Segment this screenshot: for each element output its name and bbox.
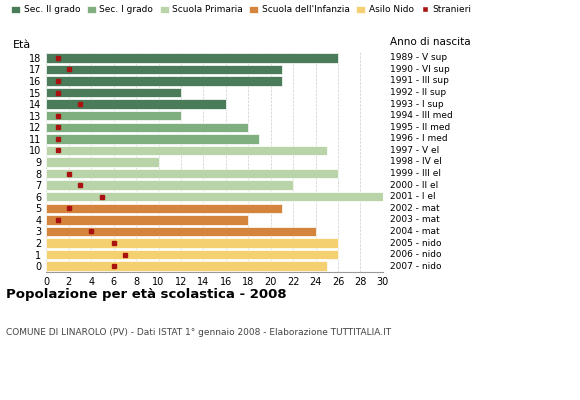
Bar — [46, 88, 181, 97]
Text: 1990 - VI sup: 1990 - VI sup — [390, 65, 450, 74]
Text: 2007 - nido: 2007 - nido — [390, 262, 441, 271]
Bar — [46, 262, 327, 271]
Text: Popolazione per età scolastica - 2008: Popolazione per età scolastica - 2008 — [6, 288, 287, 301]
Text: 2001 - I el: 2001 - I el — [390, 192, 435, 201]
Text: 1992 - II sup: 1992 - II sup — [390, 88, 445, 97]
Text: 1996 - I med: 1996 - I med — [390, 134, 447, 143]
Bar — [46, 122, 248, 132]
Text: 2005 - nido: 2005 - nido — [390, 238, 441, 248]
Text: 2006 - nido: 2006 - nido — [390, 250, 441, 259]
Text: 1993 - I sup: 1993 - I sup — [390, 100, 443, 109]
Text: Età: Età — [13, 40, 31, 50]
Bar — [46, 157, 158, 167]
Text: 2003 - mat: 2003 - mat — [390, 215, 439, 224]
Bar — [46, 250, 338, 259]
Bar — [46, 169, 338, 178]
Bar — [46, 192, 383, 202]
Bar — [46, 204, 282, 213]
Bar — [46, 227, 316, 236]
Bar — [46, 146, 327, 155]
Text: 2000 - II el: 2000 - II el — [390, 181, 438, 190]
Text: 2004 - mat: 2004 - mat — [390, 227, 439, 236]
Bar — [46, 76, 282, 86]
Bar — [46, 99, 226, 109]
Text: 1995 - II med: 1995 - II med — [390, 123, 450, 132]
Text: Anno di nascita: Anno di nascita — [390, 37, 470, 47]
Text: 1994 - III med: 1994 - III med — [390, 111, 452, 120]
Bar — [46, 215, 248, 225]
Text: 1997 - V el: 1997 - V el — [390, 146, 439, 155]
Text: 2002 - mat: 2002 - mat — [390, 204, 439, 213]
Text: 1998 - IV el: 1998 - IV el — [390, 158, 441, 166]
Text: 1989 - V sup: 1989 - V sup — [390, 53, 447, 62]
Bar — [46, 65, 282, 74]
Bar — [46, 134, 259, 144]
Legend: Sec. II grado, Sec. I grado, Scuola Primaria, Scuola dell'Infanzia, Asilo Nido, : Sec. II grado, Sec. I grado, Scuola Prim… — [10, 4, 473, 15]
Text: 1991 - III sup: 1991 - III sup — [390, 76, 448, 86]
Bar — [46, 53, 338, 62]
Bar — [46, 111, 181, 120]
Text: COMUNE DI LINAROLO (PV) - Dati ISTAT 1° gennaio 2008 - Elaborazione TUTTITALIA.I: COMUNE DI LINAROLO (PV) - Dati ISTAT 1° … — [6, 328, 391, 337]
Bar — [46, 180, 293, 190]
Bar — [46, 238, 338, 248]
Text: 1999 - III el: 1999 - III el — [390, 169, 441, 178]
